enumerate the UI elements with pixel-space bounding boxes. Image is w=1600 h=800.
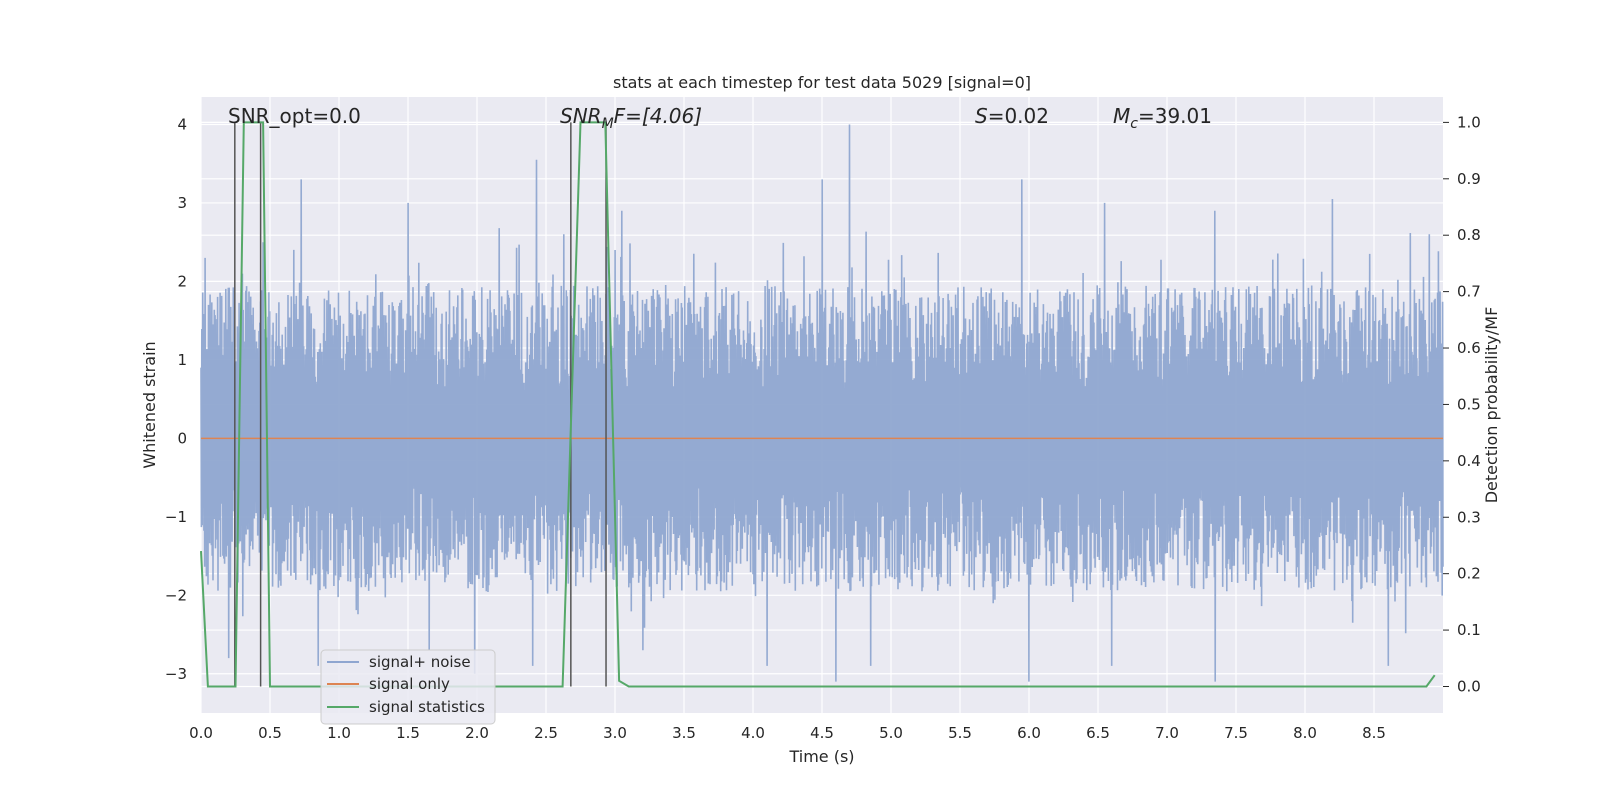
- x-tick-label: 0.5: [258, 724, 282, 742]
- legend-label-signal-only: signal only: [369, 675, 450, 693]
- legend-box: [320, 649, 496, 725]
- right-tick-label: 1.0: [1457, 113, 1481, 131]
- y-axis-label-right: Detection probability/MF: [1482, 307, 1501, 504]
- x-tick-label: 7.0: [1155, 724, 1179, 742]
- x-tick-label: 8.0: [1293, 724, 1317, 742]
- line-signal-noise: [200, 124, 1444, 682]
- series-signal-statistics: [200, 121, 1436, 688]
- x-tick-label: 2.0: [465, 724, 489, 742]
- annotation-snr-mf: SNRMF=[4.06]: [560, 104, 702, 132]
- x-tick-label: 1.0: [327, 724, 351, 742]
- annotation-s-italic: S: [975, 104, 988, 128]
- chart-title: stats at each timestep for test data 502…: [613, 73, 1031, 92]
- legend-label-signal-statistics: signal statistics: [369, 698, 485, 716]
- x-tick-label: 4.5: [810, 724, 834, 742]
- y-tick-label: 2: [177, 272, 187, 290]
- annotation-s: S=0.02: [975, 104, 1049, 128]
- x-tick-label: 3.5: [672, 724, 696, 742]
- annotation-mc-main: M: [1113, 104, 1130, 128]
- right-tick-label: 0.9: [1457, 170, 1481, 188]
- y-tick-label: 3: [177, 194, 187, 212]
- right-tick-label: 0.8: [1457, 226, 1481, 244]
- x-tick-label: 7.5: [1224, 724, 1248, 742]
- right-tick-label: 0.7: [1457, 283, 1481, 301]
- right-tick-label: 0.5: [1457, 395, 1481, 413]
- x-tick-label: 5.0: [879, 724, 903, 742]
- right-tick-label: 0.3: [1457, 508, 1481, 526]
- x-tick-label: 8.5: [1362, 724, 1386, 742]
- y-axis-label: Whitened strain: [140, 341, 159, 468]
- y-tick-label: −1: [165, 508, 187, 526]
- x-tick-label: 6.0: [1017, 724, 1041, 742]
- legend-label-signal-noise: signal+ noise: [369, 653, 471, 671]
- right-tick-label: 0.4: [1457, 452, 1481, 470]
- x-tick-label: 1.5: [396, 724, 420, 742]
- annotation-s-rest: =0.02: [988, 104, 1049, 128]
- y-tick-label: 4: [177, 115, 187, 133]
- annotation-snr-mf-rest: F=[4.06]: [614, 104, 702, 128]
- x-tick-label: 3.0: [603, 724, 627, 742]
- right-tick-label: 0.6: [1457, 339, 1481, 357]
- y-tick-label: −3: [165, 665, 187, 683]
- y-tick-label: −2: [165, 586, 187, 604]
- annotation-mc-rest: =39.01: [1138, 104, 1212, 128]
- x-tick-label: 2.5: [534, 724, 558, 742]
- annotation-mc-sub: c: [1130, 116, 1138, 132]
- y-tick-label: 0: [177, 429, 187, 447]
- x-tick-label: 0.0: [189, 724, 213, 742]
- annotation-snr-opt: SNR_opt=0.0: [228, 104, 361, 128]
- annotation-mc: Mc=39.01: [1113, 104, 1212, 132]
- series-signal-noise: [200, 124, 1444, 682]
- x-tick-label: 5.5: [948, 724, 972, 742]
- right-tick-label: 0.1: [1457, 621, 1481, 639]
- legend: signal+ noise signal only signal statist…: [320, 649, 496, 725]
- right-tick-label: 0.0: [1457, 677, 1481, 695]
- axis-ticks: 0.0 0.5 1.0 1.5 2.0 2.5 3.0 3.5 4.0 4.5 5.0 5.5 6.0 6…: [165, 113, 1481, 742]
- annotation-snr-mf-main: SNR: [560, 104, 602, 128]
- line-signal-statistics: [200, 121, 1436, 688]
- right-tick-label: 0.2: [1457, 565, 1481, 583]
- x-axis-label: Time (s): [788, 747, 854, 766]
- annotation-snr-mf-sub: M: [602, 116, 614, 132]
- x-tick-label: 4.0: [741, 724, 765, 742]
- x-tick-label: 6.5: [1086, 724, 1110, 742]
- y-tick-label: 1: [177, 351, 187, 369]
